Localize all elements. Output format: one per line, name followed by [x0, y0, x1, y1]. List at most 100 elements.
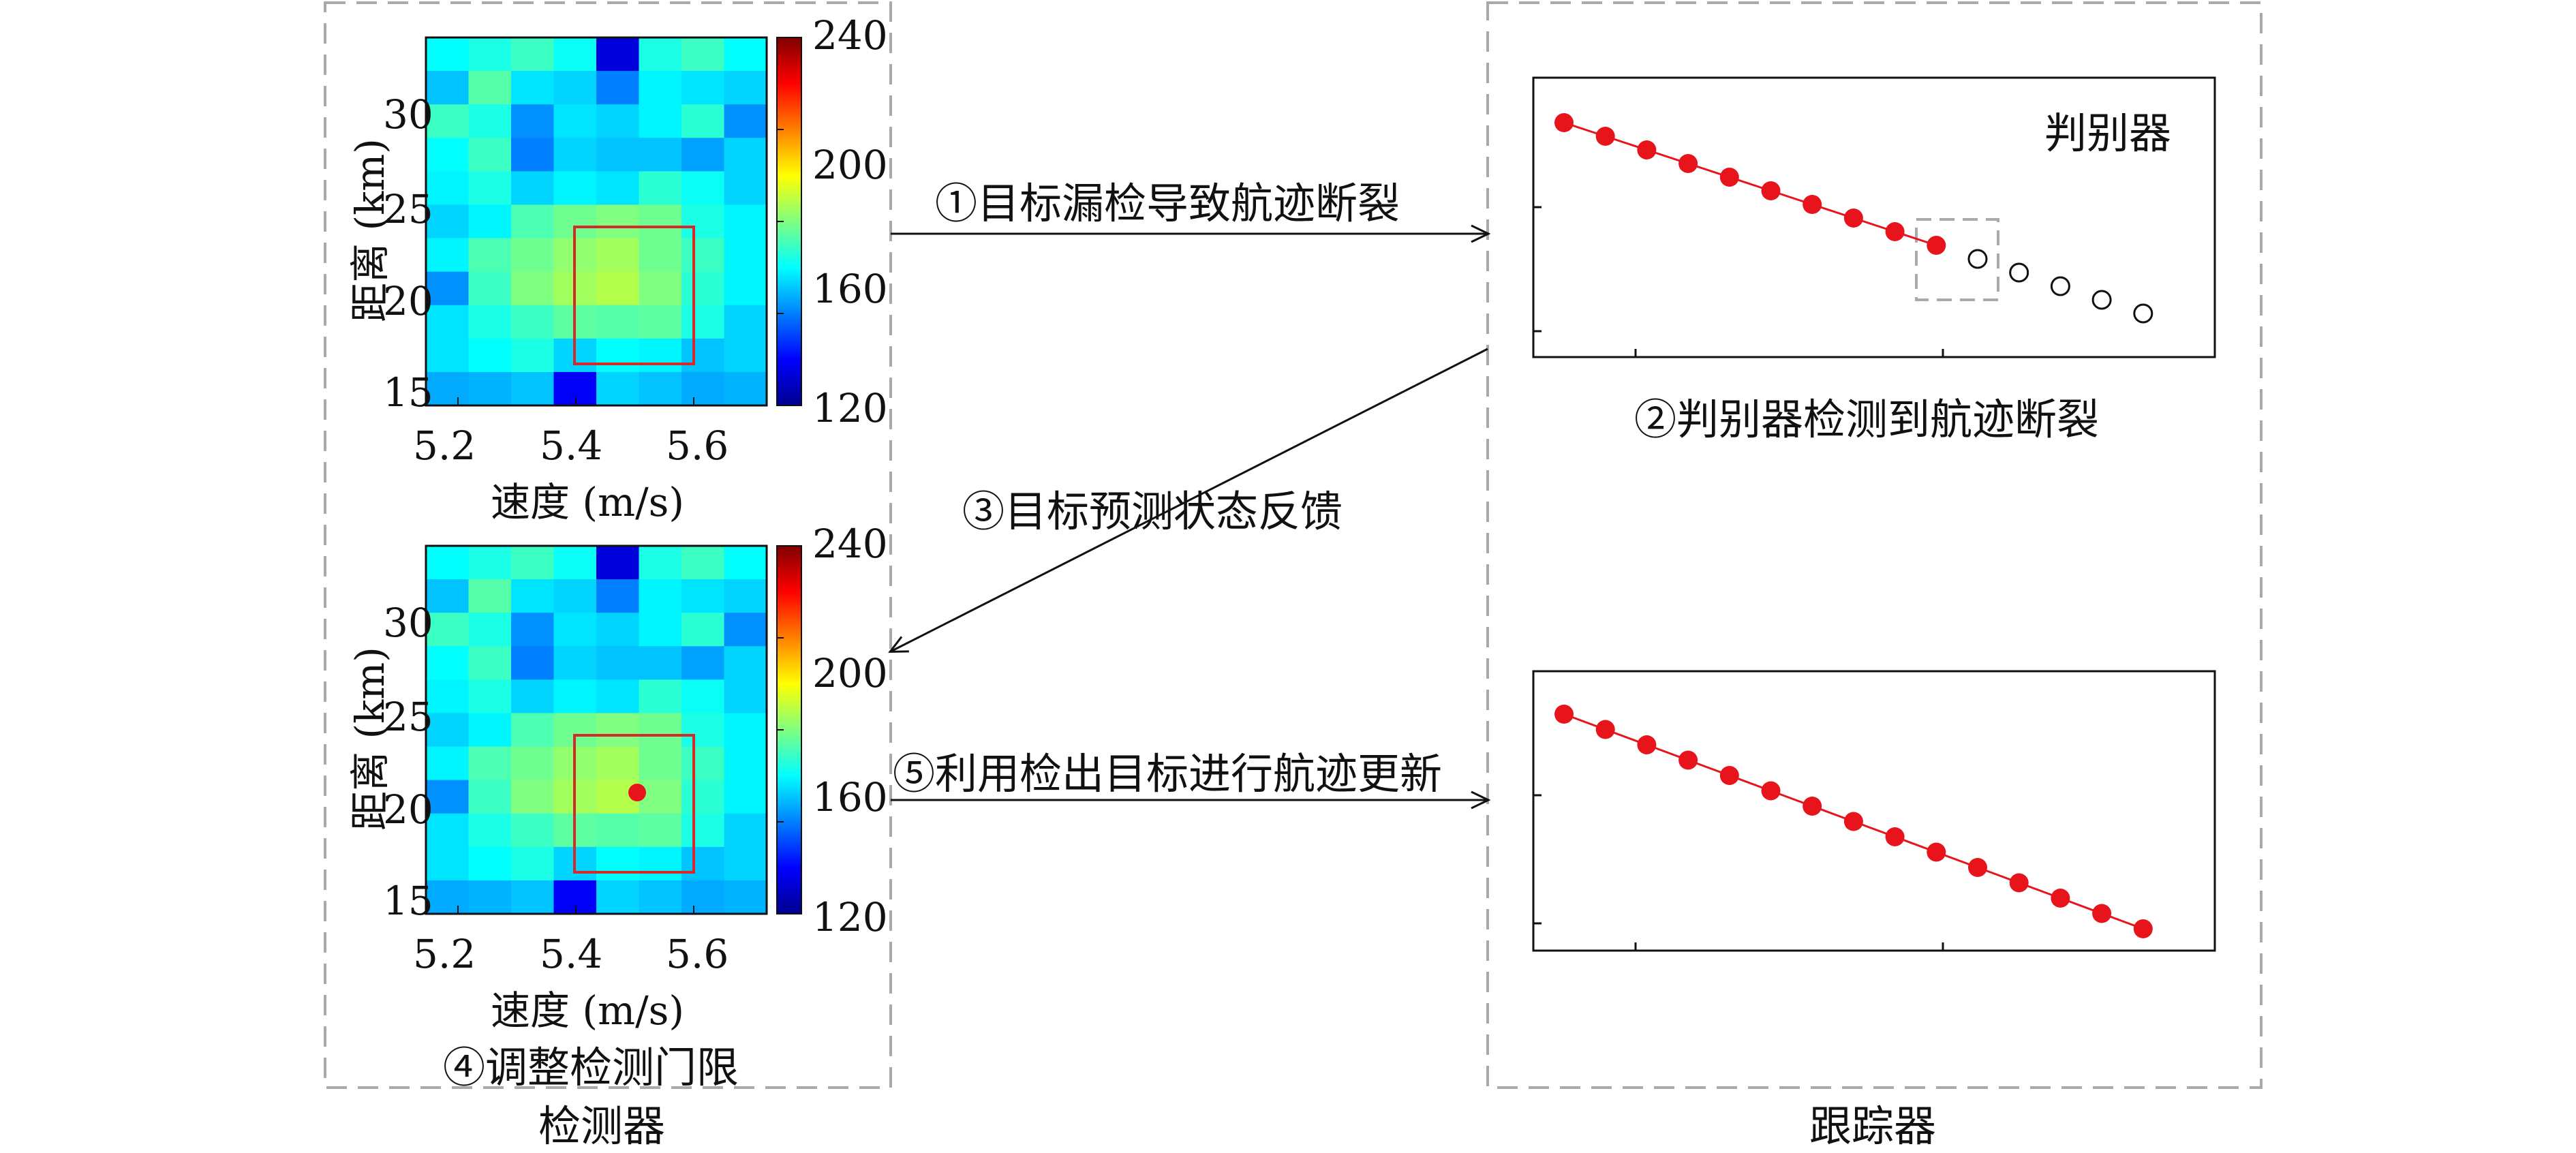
- heatmap-bottom-ylabel: 距离 (km): [347, 647, 393, 831]
- heatmap-bottom: [425, 544, 768, 915]
- heatmap-cell: [511, 679, 555, 714]
- track-point: [2051, 889, 2070, 908]
- heatmap-cell: [724, 371, 767, 406]
- heatmap-cell: [468, 546, 512, 580]
- heatmap-cell: [639, 37, 682, 72]
- heatmap-cell: [639, 846, 682, 881]
- heatmap-cell: [681, 846, 725, 881]
- heatmap-top-y-tick: 30: [383, 91, 433, 138]
- heatmap-cell: [681, 138, 725, 172]
- heatmap-cell: [724, 579, 767, 613]
- heatmap-cell: [511, 138, 555, 172]
- heatmap-cell: [553, 138, 597, 172]
- heatmap-cell: [468, 679, 512, 714]
- track-point: [2133, 919, 2153, 938]
- heatmap-cell: [553, 579, 597, 613]
- heatmap-cell: [596, 713, 640, 748]
- heatmap-cell: [468, 579, 512, 613]
- heatmap-cell: [468, 646, 512, 680]
- heatmap-top-y-tick: 15: [383, 369, 433, 416]
- heatmap-cell: [596, 613, 640, 647]
- heatmap-cell: [553, 546, 597, 580]
- heatmap-top-y-tick: 25: [383, 186, 433, 232]
- heatmap-cell: [426, 613, 470, 647]
- heatmap-cell: [426, 746, 470, 781]
- heatmap-cell: [426, 271, 470, 306]
- tracker-top-plot: [1532, 76, 2216, 358]
- heatmap-cell: [468, 104, 512, 138]
- heatmap-cell: [724, 171, 767, 206]
- heatmap-cell: [426, 238, 470, 273]
- heatmap-cell: [681, 71, 725, 105]
- heatmap-cell: [681, 338, 725, 373]
- heatmap-cell: [596, 37, 640, 72]
- heatmap-cell: [681, 204, 725, 239]
- colorbar-bottom-tick: 200: [812, 650, 888, 696]
- heatmap-cell: [468, 613, 512, 647]
- heatmap-cell: [596, 371, 640, 406]
- heatmap-cell: [724, 746, 767, 781]
- heatmap-cell: [426, 846, 470, 881]
- heatmap-bottom-detection-point: [628, 784, 646, 801]
- discriminator-legend: 判别器: [2044, 108, 2172, 158]
- heatmap-cell: [596, 880, 640, 914]
- step-4-caption: ④调整检测门限: [443, 1043, 739, 1092]
- heatmap-cell: [724, 713, 767, 748]
- heatmap-cell: [553, 171, 597, 206]
- heatmap-cell: [468, 713, 512, 748]
- heatmap-cell: [553, 679, 597, 714]
- heatmap-cell: [426, 71, 470, 105]
- heatmap-cell: [468, 37, 512, 72]
- track-point: [1595, 127, 1615, 146]
- heatmap-cell: [639, 104, 682, 138]
- arrow-3-label: ③目标预测状态反馈: [962, 487, 1343, 536]
- heatmap-cell: [639, 880, 682, 914]
- colorbar-bottom-tick: 120: [812, 894, 888, 940]
- heatmap-cell: [511, 613, 555, 647]
- heatmap-top-roi-box: [573, 226, 695, 365]
- missed-track-point: [2050, 276, 2070, 296]
- heatmap-cell: [511, 104, 555, 138]
- track-point: [1803, 797, 1822, 816]
- heatmap-cell: [639, 338, 682, 373]
- step-2-caption: ②判别器检测到航迹断裂: [1634, 395, 2100, 444]
- heatmap-cell: [426, 579, 470, 613]
- track-line: [1563, 121, 1937, 247]
- detector-caption: 检测器: [538, 1101, 666, 1151]
- heatmap-cell: [468, 138, 512, 172]
- heatmap-cell: [426, 646, 470, 680]
- colorbar-bottom-tick: 240: [812, 521, 888, 567]
- heatmap-cell: [639, 746, 682, 781]
- heatmap-cell: [639, 305, 682, 339]
- heatmap-bottom-y-tick: 25: [383, 694, 433, 740]
- heatmap-cell: [468, 846, 512, 881]
- heatmap-cell: [681, 746, 725, 781]
- heatmap-cell: [426, 104, 470, 138]
- track-point: [1803, 195, 1822, 214]
- track-point: [1843, 209, 1863, 228]
- heatmap-cell: [724, 138, 767, 172]
- heatmap-cell: [639, 646, 682, 680]
- heatmap-cell: [468, 813, 512, 848]
- heatmap-cell: [681, 305, 725, 339]
- heatmap-cell: [426, 204, 470, 239]
- heatmap-cell: [596, 104, 640, 138]
- heatmap-cell: [681, 546, 725, 580]
- heatmap-bottom-roi-box: [573, 734, 695, 874]
- track-series-updated: [1554, 705, 2153, 938]
- heatmap-cell: [511, 880, 555, 914]
- track-point: [1719, 766, 1739, 785]
- heatmap-cell: [639, 546, 682, 580]
- heatmap-cell: [468, 880, 512, 914]
- heatmap-cell: [681, 780, 725, 814]
- heatmap-cell: [681, 37, 725, 72]
- heatmap-cell: [724, 780, 767, 814]
- heatmap-top: [425, 36, 768, 407]
- heatmap-cell: [468, 780, 512, 814]
- track-point: [1719, 168, 1739, 187]
- heatmap-cell: [426, 171, 470, 206]
- heatmap-cell: [511, 746, 555, 781]
- track-point: [2092, 904, 2112, 923]
- heatmap-cell: [596, 646, 640, 680]
- heatmap-cell: [724, 305, 767, 339]
